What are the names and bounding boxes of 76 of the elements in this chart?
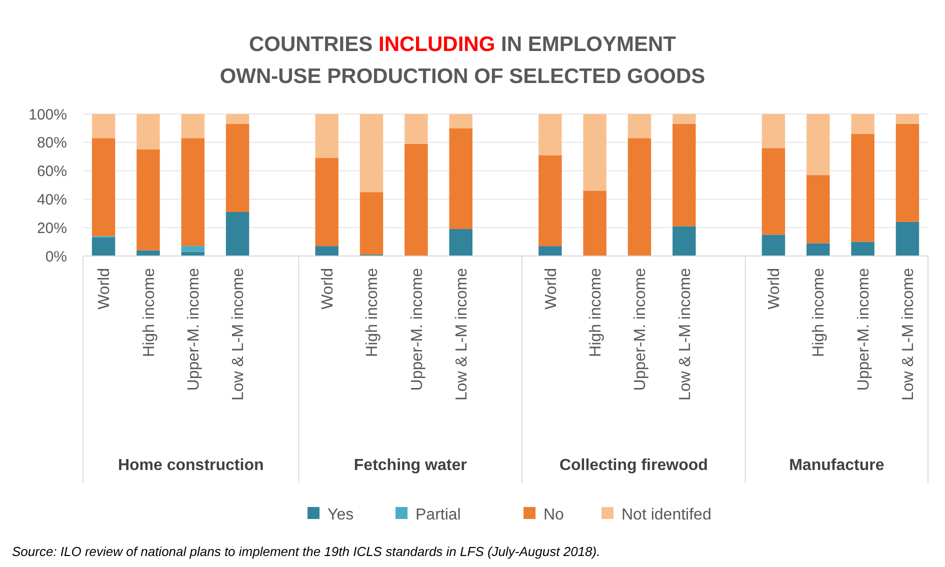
x-tick-label: World	[319, 268, 336, 310]
bar	[896, 222, 920, 256]
bar	[226, 114, 250, 124]
bar	[628, 138, 652, 256]
bar	[672, 114, 696, 124]
y-tick-label: 0%	[45, 248, 67, 266]
bar	[315, 114, 338, 158]
x-tick-label: Upper-M. income	[632, 268, 650, 391]
x-tick-label: Low & L-M income	[230, 268, 248, 400]
y-tick-label: 100%	[28, 106, 67, 124]
x-tick-label: World	[766, 268, 784, 310]
x-tick-label: Low & L-M income	[453, 268, 470, 400]
bar	[762, 234, 786, 256]
legend-label: Not identifed	[622, 506, 712, 524]
bar	[538, 246, 562, 256]
chart-title: COUNTRIES INCLUDING IN EMPLOYMENT OWN-USE PRODUCTION OF SELECTED GOODS	[220, 33, 706, 88]
bar	[851, 134, 874, 242]
x-tick-label: Upper-M. income	[185, 268, 202, 391]
bar	[360, 114, 384, 192]
bar	[806, 175, 830, 244]
bar	[181, 246, 204, 252]
x-tick-label: High income	[364, 268, 382, 357]
bar	[896, 124, 920, 222]
bar	[136, 114, 160, 150]
bar	[449, 229, 472, 256]
bar	[92, 238, 116, 256]
bar	[806, 243, 830, 256]
x-tick-label: Upper-M. income	[855, 268, 872, 391]
bar	[762, 114, 786, 148]
bar	[538, 114, 562, 156]
bar	[92, 138, 116, 236]
bar	[851, 242, 874, 256]
bar	[672, 226, 696, 256]
x-tick-label: High income	[587, 268, 604, 357]
bar	[896, 114, 920, 124]
bar	[449, 128, 472, 230]
bar	[226, 212, 250, 256]
x-tick-label: High income	[810, 268, 828, 357]
y-tick-label: 40%	[36, 191, 67, 208]
legend-label: Partial	[416, 506, 461, 524]
legend-label: No	[544, 506, 564, 524]
bar	[226, 124, 250, 212]
bar	[315, 158, 338, 246]
text: Collecting firewood	[559, 457, 708, 474]
y-tick-label: 60%	[36, 163, 67, 180]
bar	[762, 148, 786, 235]
x-tick-label: Upper-M. income	[408, 268, 426, 391]
bar	[538, 155, 562, 246]
bar	[583, 114, 606, 191]
x-tick-label: Low & L-M income	[900, 268, 918, 400]
text: Manufacture	[789, 457, 884, 474]
x-tick-label: High income	[140, 268, 158, 357]
text: Home construction	[118, 457, 264, 474]
source-note: Source: ILO review of national plans to implement the 19th ICLS standards in LFS (July-August 2018).	[12, 544, 600, 559]
bar	[851, 114, 874, 134]
bar	[628, 114, 652, 138]
bar	[583, 190, 606, 256]
x-tick-label: World	[96, 268, 114, 310]
bar	[404, 114, 428, 144]
bar	[92, 114, 116, 138]
bar	[136, 150, 160, 250]
bar	[449, 114, 472, 128]
bar	[360, 192, 384, 255]
bar	[806, 114, 830, 176]
x-tick-label: World	[542, 268, 560, 310]
y-tick-label: 20%	[36, 220, 67, 237]
text: Fetching water	[354, 457, 467, 474]
bar	[404, 144, 428, 256]
y-tick-label: 80%	[36, 134, 67, 152]
bar	[181, 138, 204, 246]
bar	[181, 252, 204, 256]
bar	[315, 246, 338, 256]
bar	[672, 124, 696, 226]
bar	[181, 114, 204, 138]
legend-label: Yes	[328, 506, 354, 524]
x-tick-label: Low & L-M income	[676, 268, 694, 400]
